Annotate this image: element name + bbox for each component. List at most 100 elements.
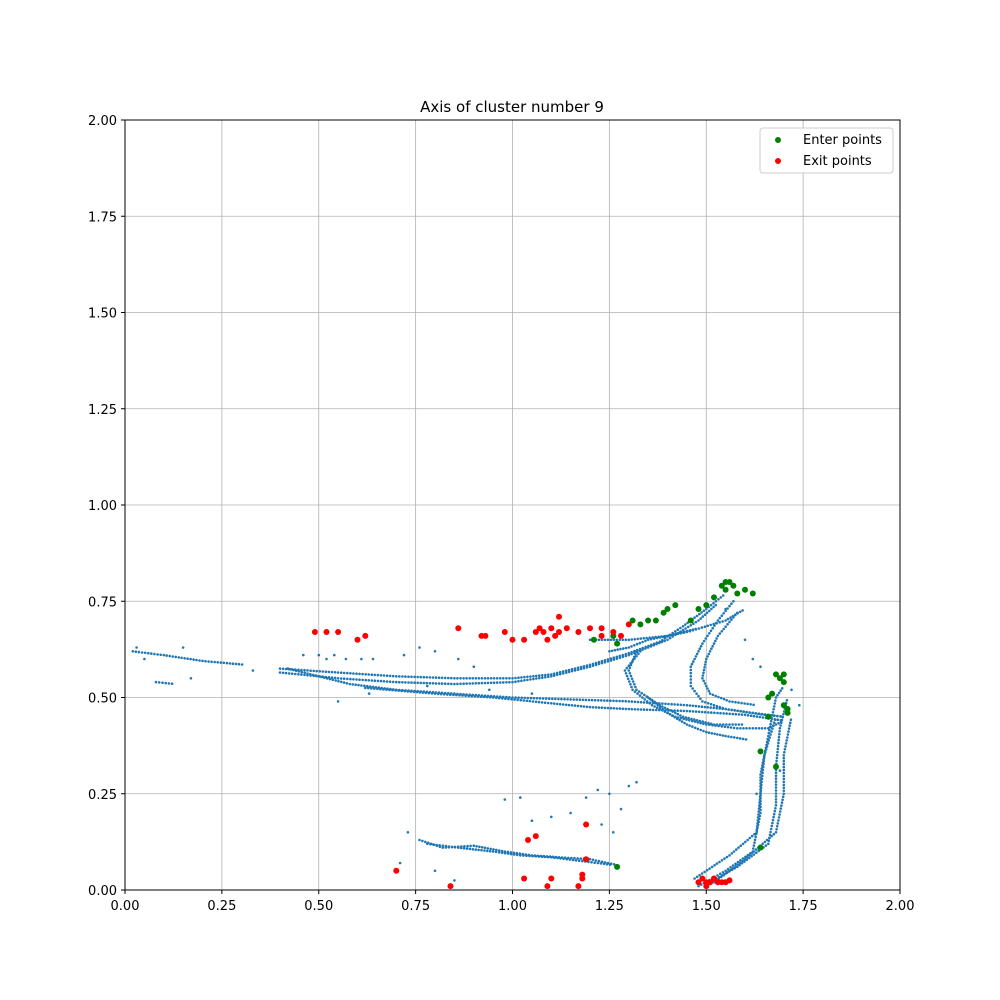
trajectory-point: [503, 851, 507, 855]
trajectory-point: [631, 658, 635, 661]
trajectory-point: [195, 658, 198, 662]
trajectory-point: [762, 762, 765, 766]
trajectory-point: [697, 884, 700, 888]
trajectory-point: [778, 769, 782, 772]
trajectory-point: [339, 671, 343, 674]
trajectory-point: [615, 699, 618, 703]
trajectory-point: [599, 699, 603, 702]
trajectory-point: [379, 674, 383, 677]
trajectory-point: [693, 720, 697, 723]
trajectory-point: [204, 659, 207, 663]
trajectory-point: [690, 717, 693, 721]
trajectory-point: [760, 712, 764, 716]
trajectory-point: [761, 842, 764, 846]
trajectory-point: [466, 844, 469, 848]
trajectory-point: [573, 856, 576, 860]
trajectory-point: [361, 678, 364, 682]
trajectory-point: [635, 688, 638, 692]
trajectory-point: [750, 852, 753, 855]
trajectory-point: [688, 724, 691, 727]
trajectory-point: [721, 594, 725, 597]
trajectory-point: [712, 605, 715, 609]
trajectory-point: [278, 667, 282, 670]
trajectory-point: [776, 693, 779, 697]
exit-point: [711, 875, 717, 882]
trajectory-point: [685, 630, 689, 634]
trajectory-point: [686, 621, 689, 625]
trajectory-point: [707, 721, 710, 725]
trajectory-point: [355, 672, 358, 675]
trajectory-point: [774, 792, 778, 795]
trajectory-point: [596, 788, 600, 792]
trajectory-point: [330, 670, 334, 674]
trajectory-point: [406, 690, 410, 693]
trajectory-point: [778, 730, 781, 733]
trajectory-point: [783, 748, 787, 751]
trajectory-point: [700, 705, 704, 708]
trajectory-point: [416, 675, 420, 679]
trajectory-point: [210, 660, 213, 664]
grid-lines: [124, 119, 901, 891]
trajectory-point: [477, 848, 480, 852]
trajectory-point: [686, 625, 690, 629]
trajectory-point: [486, 677, 490, 680]
trajectory-point: [741, 859, 744, 863]
trajectory-point: [738, 737, 742, 740]
trajectory-point: [459, 846, 463, 850]
trajectory-point: [461, 694, 464, 697]
trajectory-point: [585, 666, 589, 669]
trajectory-point: [697, 619, 700, 622]
trajectory-point: [682, 709, 686, 713]
trajectory-point: [661, 638, 664, 642]
enter-point: [757, 844, 764, 851]
trajectory-point: [674, 630, 677, 633]
trajectory-point: [764, 844, 768, 847]
trajectory-point: [739, 859, 742, 862]
trajectory-point: [441, 844, 445, 847]
trajectory-point: [602, 862, 606, 866]
trajectory-point: [143, 651, 147, 655]
trajectory-point: [553, 856, 556, 859]
trajectory-point: [281, 667, 285, 671]
trajectory-point: [769, 830, 772, 834]
trajectory-point: [774, 774, 778, 777]
trajectory-point: [676, 703, 679, 706]
trajectory-point: [774, 795, 778, 798]
trajectory-point: [744, 738, 748, 741]
trajectory-point: [740, 701, 743, 705]
trajectory-point: [702, 609, 706, 612]
trajectory-point: [777, 721, 780, 725]
trajectory-point: [772, 721, 776, 724]
trajectory-point: [771, 818, 775, 822]
trajectory-point: [702, 722, 705, 726]
trajectory-point: [450, 845, 454, 849]
trajectory-point: [413, 681, 416, 684]
trajectory-point: [186, 657, 189, 660]
trajectory-point: [474, 848, 478, 851]
exit-point: [447, 883, 454, 890]
trajectory-point: [642, 701, 646, 704]
trajectory-point: [776, 822, 780, 825]
trajectory-point: [778, 732, 781, 736]
trajectory-point: [627, 664, 631, 667]
trajectory-point: [689, 675, 693, 678]
trajectory-point: [472, 665, 476, 668]
trajectory-point: [777, 735, 781, 739]
trajectory-point: [489, 847, 493, 851]
trajectory-point: [695, 875, 699, 879]
trajectory-point: [691, 725, 694, 728]
trajectory-point: [713, 711, 716, 715]
trajectory-point: [648, 708, 652, 712]
trajectory-point: [774, 696, 778, 699]
plot-data: [131, 579, 801, 890]
trajectory-point: [410, 675, 413, 679]
trajectory-point: [376, 687, 379, 691]
trajectory-point: [660, 640, 664, 644]
trajectory-point: [776, 744, 780, 748]
trajectory-point: [321, 670, 325, 673]
trajectory-point: [609, 638, 613, 642]
trajectory-point: [554, 697, 557, 701]
trajectory-point: [303, 671, 307, 675]
trajectory-point: [429, 842, 432, 846]
trajectory-point: [309, 669, 312, 672]
